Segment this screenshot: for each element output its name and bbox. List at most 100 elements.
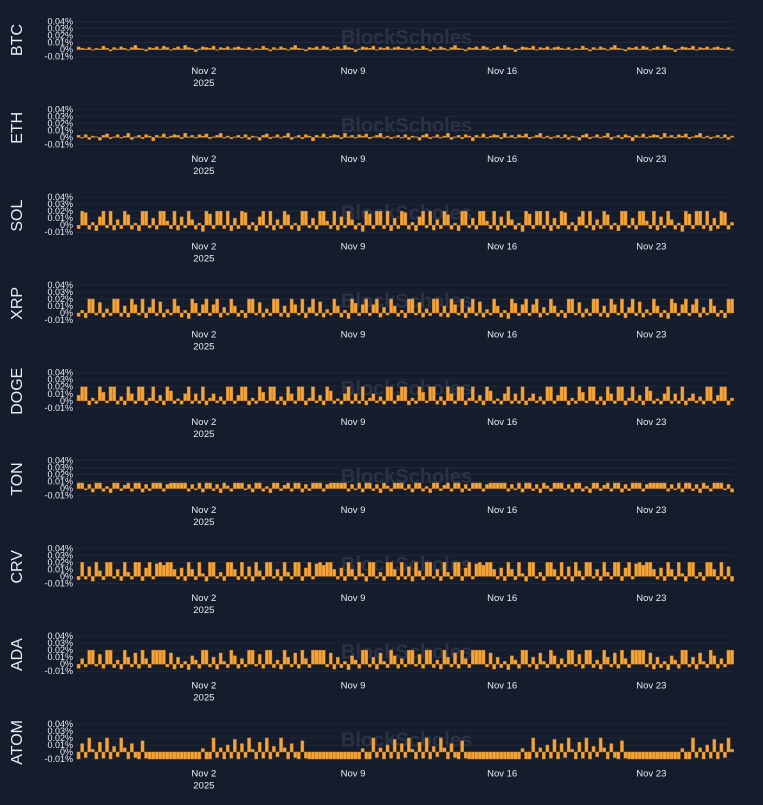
bar: [186, 562, 191, 577]
bar: [293, 652, 298, 665]
bar: [659, 751, 663, 760]
bar: [545, 46, 550, 50]
bar: [119, 224, 124, 229]
bar: [179, 312, 184, 318]
bar: [620, 298, 624, 314]
bar: [229, 649, 234, 665]
bar: [154, 751, 159, 760]
bar: [648, 482, 653, 489]
bar: [570, 488, 575, 493]
bar: [133, 400, 138, 404]
bar: [726, 400, 731, 406]
bar: [233, 217, 237, 226]
bar: [630, 217, 635, 226]
series-label: ETH: [9, 112, 26, 144]
bar: [613, 482, 617, 489]
bar: [701, 400, 706, 405]
bar: [403, 386, 408, 401]
bar: [257, 741, 262, 753]
bar: [130, 663, 134, 668]
bar: [360, 135, 365, 138]
bar: [691, 224, 695, 229]
bar: [669, 135, 674, 138]
bar: [371, 136, 376, 138]
bar: [236, 751, 241, 760]
bar: [684, 298, 688, 314]
bar: [197, 562, 202, 577]
bar: [581, 663, 585, 669]
bar: [101, 135, 106, 138]
bar: [289, 663, 294, 668]
bar: [673, 137, 678, 139]
bar: [296, 312, 301, 316]
bar: [279, 224, 283, 229]
bar: [495, 224, 500, 231]
bar: [108, 312, 113, 316]
bar: [204, 649, 209, 665]
bar: [449, 663, 454, 668]
bar: [350, 135, 354, 138]
bar: [162, 210, 166, 226]
bar: [154, 46, 159, 50]
bar: [339, 663, 344, 668]
bar: [293, 304, 298, 314]
bar: [172, 210, 177, 226]
bar: [492, 482, 496, 489]
bar: [605, 656, 610, 665]
bar: [396, 135, 401, 138]
bar: [375, 663, 379, 670]
bar: [730, 748, 734, 753]
bar: [193, 488, 198, 491]
bar: [293, 562, 298, 577]
bar: [254, 663, 258, 667]
bar: [680, 46, 685, 50]
bar: [481, 133, 486, 138]
bar: [190, 219, 195, 226]
bar: [261, 751, 266, 759]
bar: [676, 751, 681, 760]
bar: [360, 304, 365, 314]
bar: [591, 663, 596, 668]
bar: [201, 135, 205, 138]
bar: [208, 312, 212, 316]
bar: [215, 751, 219, 758]
bar: [410, 488, 415, 493]
bar: [669, 219, 674, 226]
bar: [87, 47, 92, 50]
bar: [460, 576, 464, 581]
bar: [346, 136, 351, 138]
bar: [140, 386, 145, 401]
y-tick-label: 0%: [60, 747, 73, 757]
bar: [311, 649, 315, 665]
bar: [414, 47, 418, 50]
bar: [694, 663, 699, 670]
bar: [225, 485, 230, 489]
bar: [296, 482, 301, 489]
bar: [197, 751, 202, 760]
bar: [172, 47, 177, 50]
bar: [382, 482, 386, 489]
bar: [368, 312, 372, 316]
bar: [243, 212, 248, 226]
bar: [144, 484, 148, 489]
bar: [407, 137, 411, 140]
bar: [392, 482, 397, 489]
bar: [414, 224, 418, 231]
bar: [520, 304, 525, 314]
bar: [730, 222, 734, 226]
y-tick-label: 0.01%: [47, 389, 73, 399]
bar: [396, 576, 401, 581]
bar: [708, 751, 713, 759]
bar: [467, 488, 472, 491]
bar: [250, 49, 255, 51]
bar: [637, 394, 642, 401]
bar: [87, 737, 92, 753]
bar: [314, 312, 319, 316]
bar: [126, 751, 131, 760]
x-tick-label: Nov 2: [191, 329, 216, 340]
bar: [701, 47, 706, 50]
bar: [616, 224, 621, 231]
bar: [272, 224, 276, 231]
bar: [602, 747, 606, 753]
bar: [577, 386, 582, 401]
